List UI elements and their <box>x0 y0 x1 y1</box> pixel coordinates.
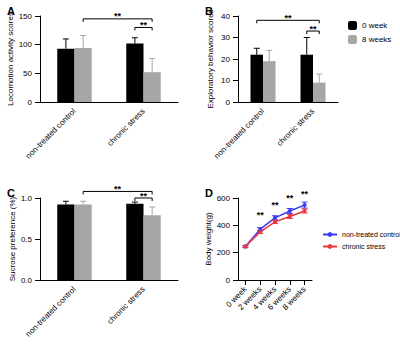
svg-text:400: 400 <box>217 221 231 230</box>
svg-text:Exploratory behavior scores: Exploratory behavior scores <box>206 9 215 108</box>
svg-text:chronic stress: chronic stress <box>342 243 386 250</box>
svg-text:**: ** <box>286 193 294 203</box>
svg-text:50: 50 <box>23 69 32 78</box>
svg-text:B: B <box>205 5 213 17</box>
svg-text:non-treated control: non-treated control <box>212 107 266 161</box>
svg-text:4 weeks: 4 weeks <box>251 284 279 312</box>
svg-text:**: ** <box>301 189 309 199</box>
svg-text:0 week: 0 week <box>362 21 388 30</box>
svg-text:10: 10 <box>221 76 230 85</box>
svg-text:1.0: 1.0 <box>21 194 33 203</box>
svg-text:2 weeks: 2 weeks <box>236 284 264 312</box>
svg-text:8 weeks: 8 weeks <box>281 285 308 312</box>
svg-text:150: 150 <box>19 12 33 21</box>
svg-text:**: ** <box>309 24 317 34</box>
svg-text:**: ** <box>257 210 265 220</box>
svg-text:Locomotion activity scores: Locomotion activity scores <box>6 12 15 106</box>
svg-text:Body weight(g): Body weight(g) <box>204 212 213 266</box>
svg-text:**: ** <box>140 20 148 30</box>
svg-text:**: ** <box>114 184 122 194</box>
svg-text:Sucrose preference (%): Sucrose preference (%) <box>8 196 17 281</box>
svg-text:40: 40 <box>221 12 230 21</box>
svg-text:0: 0 <box>226 98 231 107</box>
svg-text:0: 0 <box>28 98 33 107</box>
svg-text:20: 20 <box>221 55 230 64</box>
svg-text:30: 30 <box>221 33 230 42</box>
svg-text:non-treated control: non-treated control <box>24 107 78 161</box>
svg-text:chronic stress: chronic stress <box>105 107 146 148</box>
svg-text:**: ** <box>140 191 148 201</box>
svg-text:100: 100 <box>19 40 33 49</box>
svg-text:**: ** <box>284 13 292 23</box>
svg-text:non-treated control: non-treated control <box>342 231 400 238</box>
svg-text:0 week: 0 week <box>224 284 249 310</box>
svg-text:0.5: 0.5 <box>21 235 33 244</box>
svg-text:chronic stress: chronic stress <box>105 285 146 326</box>
svg-text:0.0: 0.0 <box>21 276 33 285</box>
svg-text:A: A <box>7 5 15 17</box>
svg-text:non-treated control: non-treated control <box>24 285 78 339</box>
svg-text:chronic stress: chronic stress <box>275 107 316 148</box>
svg-text:**: ** <box>114 11 122 21</box>
svg-text:6 weeks: 6 weeks <box>265 284 293 312</box>
svg-text:0: 0 <box>226 276 231 285</box>
svg-text:600: 600 <box>217 194 231 203</box>
svg-text:200: 200 <box>217 248 231 257</box>
svg-text:D: D <box>205 187 213 199</box>
svg-text:8 weeks: 8 weeks <box>362 35 391 44</box>
svg-text:**: ** <box>271 200 279 210</box>
svg-text:C: C <box>7 187 15 199</box>
